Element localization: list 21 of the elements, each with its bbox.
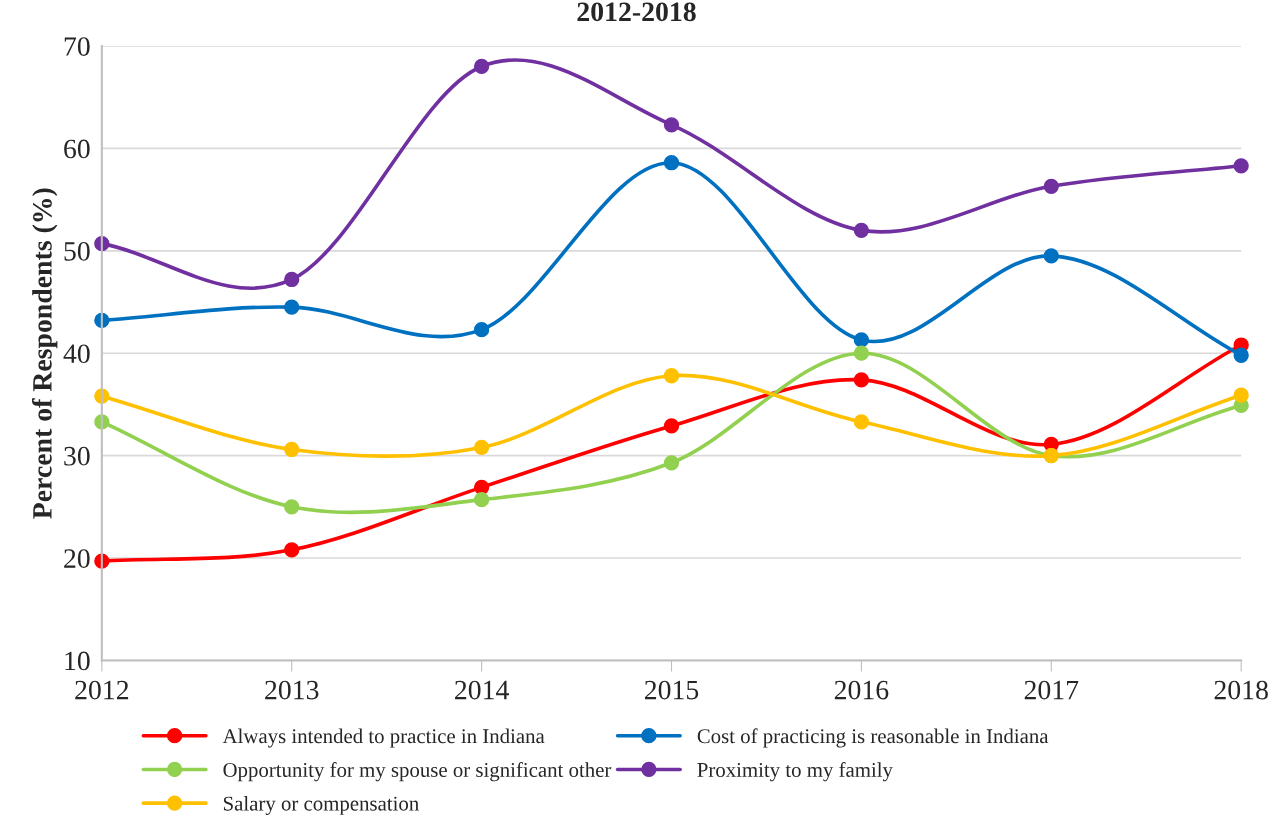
y-tick-label: 40: [63, 344, 90, 364]
x-tick-label: 2015: [644, 680, 699, 700]
y-tick-label: 50: [64, 241, 90, 261]
chart-title: 2012-2018: [577, 2, 696, 22]
y-tick-label: 60: [64, 139, 90, 159]
x-tick-label: 2014: [455, 680, 509, 700]
x-tick-label: 2016: [834, 680, 889, 700]
y-axis-title: Percent of Respondents (%): [31, 188, 58, 519]
legend-label: Cost of practicing is reasonable in Indiana: [697, 728, 1049, 748]
legend-label: Opportunity for my spouse or significant other: [223, 762, 612, 782]
legend-label: Always intended to practice in Indiana: [222, 728, 545, 748]
y-tick-label: 30: [64, 446, 90, 466]
x-tick-label: 2018: [1214, 680, 1268, 700]
x-tick-label: 2013: [265, 680, 319, 700]
y-tick-label: 20: [64, 549, 90, 568]
y-tick-label: 10: [65, 651, 90, 671]
x-tick-label: 2012: [75, 680, 129, 700]
y-tick-label: 70: [64, 37, 90, 56]
legend-label: Salary or compensation: [223, 795, 419, 815]
x-tick-label: 2017: [1024, 680, 1079, 700]
legend-label: Proximity to my family: [697, 762, 893, 782]
